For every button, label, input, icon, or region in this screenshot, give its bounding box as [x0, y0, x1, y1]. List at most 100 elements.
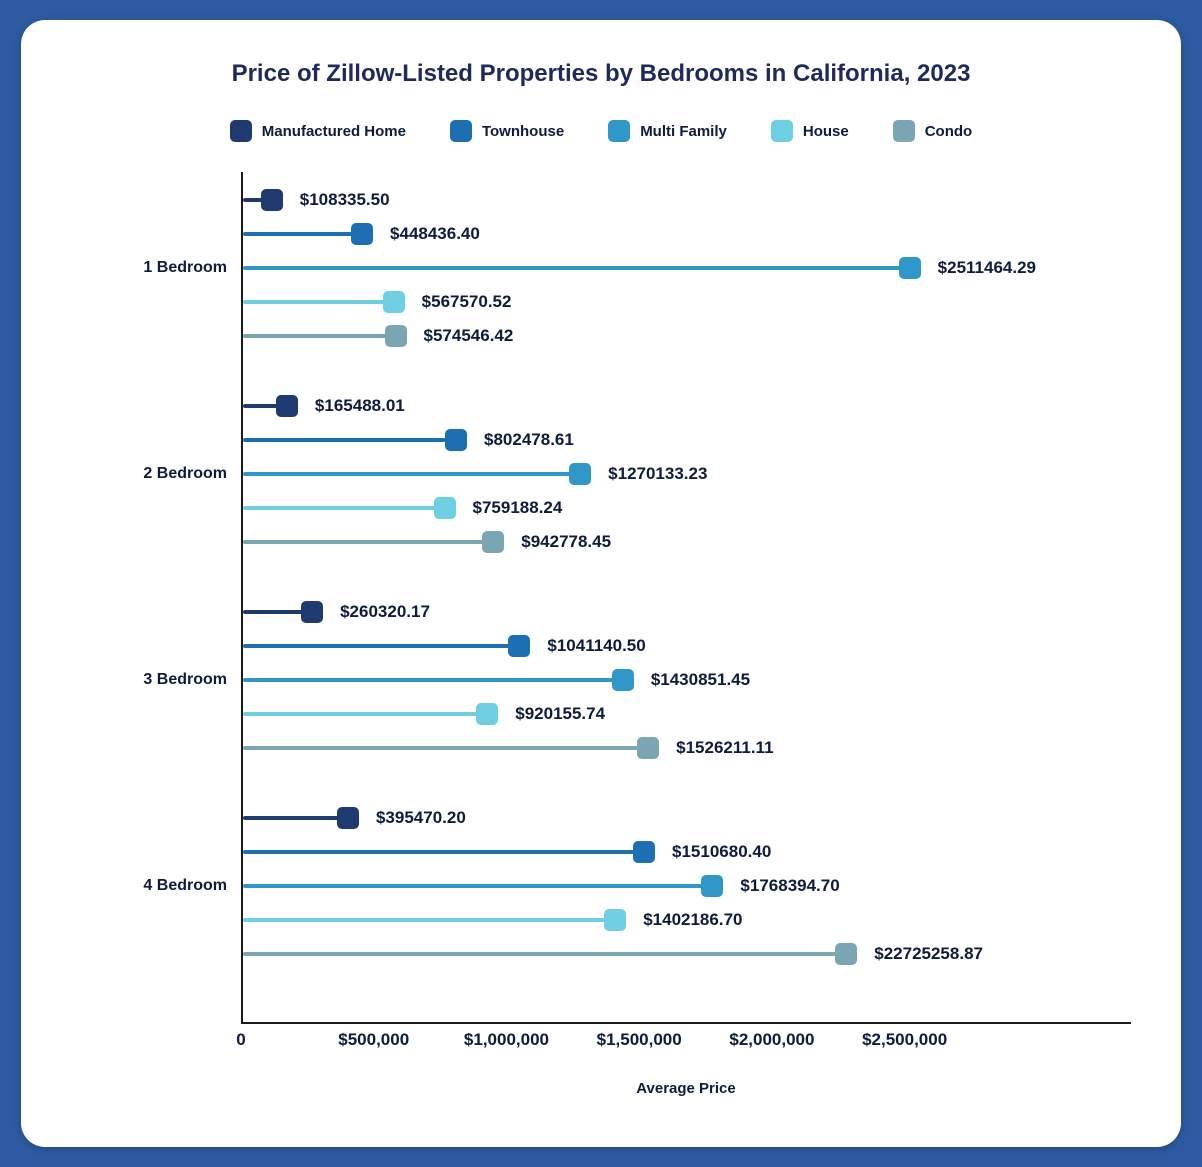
legend-label: House	[803, 123, 849, 140]
value-label: $1526211.11	[676, 738, 773, 758]
lollipop-bar: $920155.74	[243, 703, 487, 725]
lollipop-stick	[243, 506, 445, 510]
lollipop-bar: $942778.45	[243, 531, 493, 553]
x-axis-ticks: 0$500,000$1,000,000$1,500,000$2,000,000$…	[241, 1024, 971, 1060]
x-tick-label: $1,000,000	[464, 1030, 549, 1050]
chart-title: Price of Zillow-Listed Properties by Bed…	[71, 60, 1131, 88]
lollipop-stick	[243, 540, 493, 544]
lollipop-head	[383, 291, 405, 313]
lollipop-stick	[243, 644, 519, 648]
lollipop-stick	[243, 746, 648, 750]
lollipop-bar: $108335.50	[243, 189, 272, 211]
lollipop-bar: $1768394.70	[243, 875, 712, 897]
chart-card: Price of Zillow-Listed Properties by Bed…	[21, 20, 1181, 1147]
lollipop-head	[612, 669, 634, 691]
lollipop-stick	[243, 232, 362, 236]
x-axis-label: Average Price	[241, 1080, 1131, 1097]
value-label: $1270133.23	[608, 464, 707, 484]
legend: Manufactured Home Townhouse Multi Family Ho…	[71, 120, 1131, 142]
lollipop-head	[351, 223, 373, 245]
lollipop-head	[482, 531, 504, 553]
value-label: $22725258.87	[874, 944, 983, 964]
lollipop-head	[301, 601, 323, 623]
lollipop-bar: $1041140.50	[243, 635, 519, 657]
lollipop-head	[701, 875, 723, 897]
legend-label: Manufactured Home	[262, 123, 406, 140]
y-category-label: 2 Bedroom	[143, 465, 227, 483]
legend-swatch	[608, 120, 630, 142]
lollipop-stick	[243, 438, 456, 442]
lollipop-head	[445, 429, 467, 451]
lollipop-head	[633, 841, 655, 863]
y-axis-labels: 1 Bedroom 2 Bedroom 3 Bedroom 4 Bedroom	[71, 172, 241, 1024]
legend-label: Townhouse	[482, 123, 564, 140]
y-category-label: 4 Bedroom	[143, 877, 227, 895]
lollipop-bar: $1402186.70	[243, 909, 615, 931]
lollipop-bar: $1526211.11	[243, 737, 648, 759]
value-label: $448436.40	[390, 224, 480, 244]
lollipop-stick	[243, 918, 615, 922]
lollipop-head	[261, 189, 283, 211]
lollipop-bar: $1430851.45	[243, 669, 623, 691]
lollipop-head	[569, 463, 591, 485]
lollipop-stick	[243, 300, 394, 304]
x-tick-label: $500,000	[338, 1030, 409, 1050]
lollipop-stick	[243, 266, 910, 270]
value-label: $2511464.29	[938, 258, 1036, 278]
legend-item: Townhouse	[450, 120, 564, 142]
value-label: $260320.17	[340, 602, 430, 622]
x-tick-label: $2,500,000	[862, 1030, 947, 1050]
value-label: $1510680.40	[672, 842, 771, 862]
lollipop-bar: $1270133.23	[243, 463, 580, 485]
legend-item: Multi Family	[608, 120, 727, 142]
value-label: $759188.24	[473, 498, 563, 518]
lollipop-bar: $1510680.40	[243, 841, 644, 863]
legend-item: House	[771, 120, 849, 142]
lollipop-head	[637, 737, 659, 759]
lollipop-stick	[243, 884, 712, 888]
plot-area: $108335.50$448436.40$2511464.29$567570.5…	[241, 172, 1131, 1024]
lollipop-head	[385, 325, 407, 347]
legend-swatch	[893, 120, 915, 142]
y-category-label: 1 Bedroom	[143, 259, 227, 277]
lollipop-bar: $165488.01	[243, 395, 287, 417]
lollipop-bar: $567570.52	[243, 291, 394, 313]
lollipop-head	[604, 909, 626, 931]
lollipop-stick	[243, 334, 396, 338]
value-label: $920155.74	[515, 704, 605, 724]
lollipop-stick	[243, 472, 580, 476]
lollipop-bar: $448436.40	[243, 223, 362, 245]
lollipop-head	[476, 703, 498, 725]
lollipop-bar: $395470.20	[243, 807, 348, 829]
value-label: $942778.45	[521, 532, 611, 552]
lollipop-bar: $2511464.29	[243, 257, 910, 279]
lollipop-stick	[243, 952, 846, 956]
value-label: $1402186.70	[643, 910, 742, 930]
legend-label: Condo	[925, 123, 972, 140]
lollipop-head	[337, 807, 359, 829]
value-label: $1430851.45	[651, 670, 750, 690]
lollipop-head	[899, 257, 921, 279]
value-label: $1768394.70	[740, 876, 839, 896]
value-label: $108335.50	[300, 190, 390, 210]
lollipop-bar: $759188.24	[243, 497, 445, 519]
x-tick-label: $2,000,000	[729, 1030, 814, 1050]
lollipop-stick	[243, 850, 644, 854]
legend-item: Condo	[893, 120, 972, 142]
chart-area: 1 Bedroom 2 Bedroom 3 Bedroom 4 Bedroom $10…	[71, 172, 1131, 1024]
legend-swatch	[771, 120, 793, 142]
y-category-label: 3 Bedroom	[143, 671, 227, 689]
value-label: $395470.20	[376, 808, 466, 828]
value-label: $567570.52	[422, 292, 512, 312]
value-label: $1041140.50	[547, 636, 645, 656]
value-label: $802478.61	[484, 430, 574, 450]
legend-item: Manufactured Home	[230, 120, 406, 142]
x-tick-label: $1,500,000	[597, 1030, 682, 1050]
lollipop-bar: $22725258.87	[243, 943, 846, 965]
value-label: $165488.01	[315, 396, 405, 416]
lollipop-head	[508, 635, 530, 657]
legend-swatch	[230, 120, 252, 142]
lollipop-stick	[243, 816, 348, 820]
legend-label: Multi Family	[640, 123, 727, 140]
lollipop-stick	[243, 712, 487, 716]
